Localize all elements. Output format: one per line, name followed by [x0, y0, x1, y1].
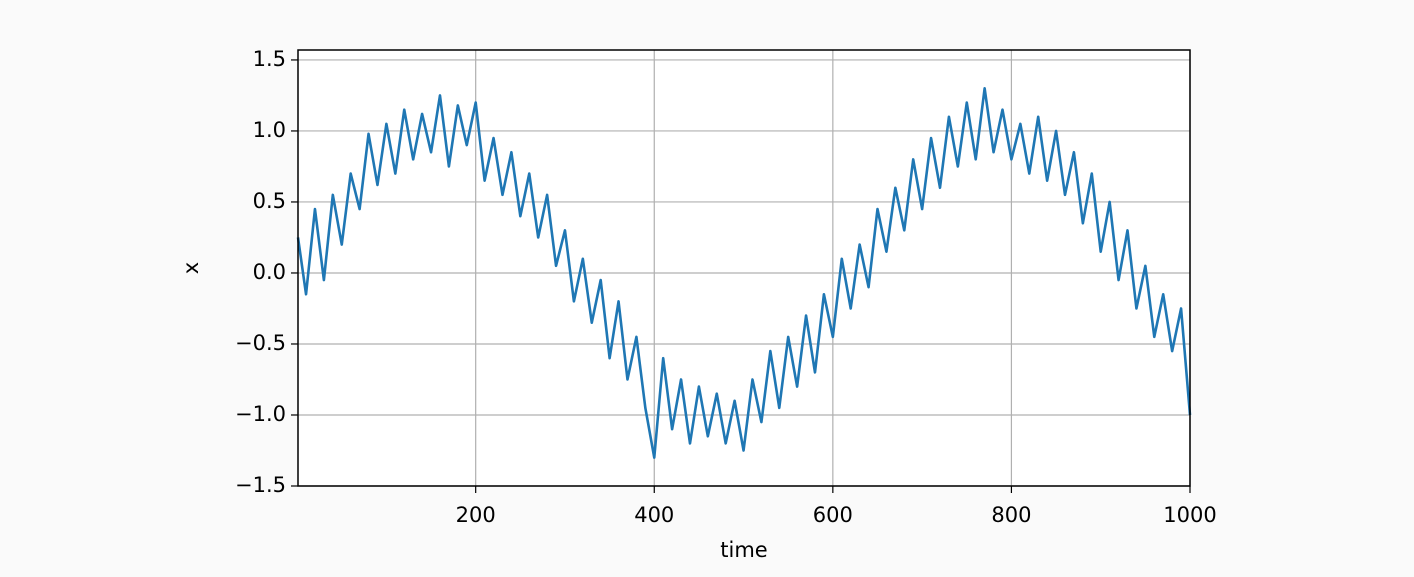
x-tick-label: 200: [456, 503, 496, 527]
y-tick-label: 1.5: [253, 47, 286, 71]
y-tick-label: −0.5: [235, 331, 286, 355]
x-tick-label: 600: [813, 503, 853, 527]
x-tick-label: 1000: [1163, 503, 1216, 527]
axes-frame: [297, 49, 1191, 487]
y-tick-label: 0.5: [253, 189, 286, 213]
y-axis-label: x: [179, 262, 203, 274]
x-tick-label: 400: [634, 503, 674, 527]
y-tick-label: 1.0: [253, 118, 286, 142]
y-tick-label: 0.0: [253, 260, 286, 284]
y-tick-label: −1.5: [235, 473, 286, 497]
plot-area: [298, 50, 1190, 486]
x-axis-label: time: [720, 538, 767, 562]
data-line: [296, 87, 1192, 459]
y-tick-label: −1.0: [235, 402, 286, 426]
x-tick-label: 800: [991, 503, 1031, 527]
